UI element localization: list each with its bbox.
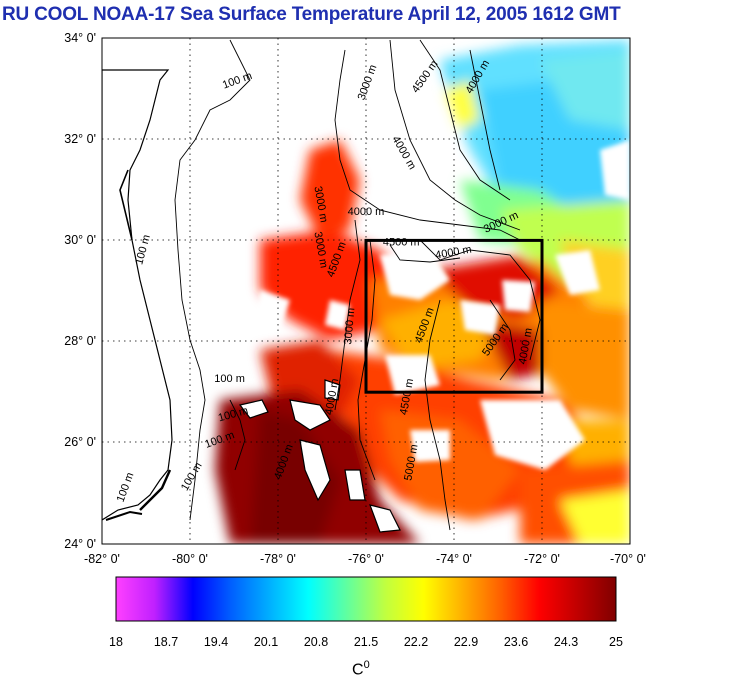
lon-label: -72° 0'	[524, 552, 560, 566]
colorbar-tick-label: 22.9	[454, 635, 478, 649]
lat-label: 30° 0'	[64, 233, 96, 247]
colorbar-tick-label: 24.3	[554, 635, 578, 649]
lon-label: -70° 0'	[610, 552, 646, 566]
colorbar-tick-label: 25	[609, 635, 623, 649]
contour-label: 3000 m	[342, 307, 357, 345]
unit-superscript: 0	[363, 659, 370, 671]
lat-label: 26° 0'	[64, 435, 96, 449]
colorbar-tick-label: 22.2	[404, 635, 428, 649]
study-region-box	[364, 238, 544, 394]
cloud-mask	[255, 140, 630, 470]
colorbar-tick-label: 20.1	[254, 635, 278, 649]
coastline	[102, 69, 401, 533]
longitude-axis: -82° 0' -80° 0' -78° 0' -76° 0' -74° 0' …	[84, 552, 646, 566]
bathymetry-contours	[174, 39, 541, 531]
contour-label: 4500 m	[383, 236, 420, 248]
lat-label: 24° 0'	[64, 537, 96, 551]
colorbar-tick-label: 19.4	[204, 635, 228, 649]
lon-label: -76° 0'	[348, 552, 384, 566]
lon-label: -74° 0'	[436, 552, 472, 566]
colorbar-tick-label: 18	[109, 635, 123, 649]
colorbar-unit-label: C0	[352, 659, 370, 679]
lon-label: -80° 0'	[172, 552, 208, 566]
map-frame	[101, 37, 631, 545]
colorbar-tick-label: 18.7	[154, 635, 178, 649]
lat-label: 34° 0'	[64, 31, 96, 45]
colorbar	[115, 576, 617, 622]
lon-label: -78° 0'	[260, 552, 296, 566]
contour-label: 4000 m	[348, 206, 385, 218]
colorbar-tick-label: 20.8	[304, 635, 328, 649]
lat-label: 32° 0'	[64, 132, 96, 146]
latitude-axis: 34° 0' 32° 0' 30° 0' 28° 0' 26° 0' 24° 0…	[64, 31, 96, 551]
lat-label: 28° 0'	[64, 334, 96, 348]
unit-letter: C	[352, 661, 364, 679]
colorbar-ticks: 18 18.7 19.4 20.1 20.8 21.5 22.2 22.9 23.6 24.3 25	[109, 635, 623, 649]
colorbar-tick-label: 21.5	[354, 635, 378, 649]
colorbar-tick-label: 23.6	[504, 635, 528, 649]
contour-label: 100 m	[214, 373, 245, 385]
map-title: RU COOL NOAA-17 Sea Surface Temperature …	[2, 4, 621, 25]
lon-label: -82° 0'	[84, 552, 120, 566]
